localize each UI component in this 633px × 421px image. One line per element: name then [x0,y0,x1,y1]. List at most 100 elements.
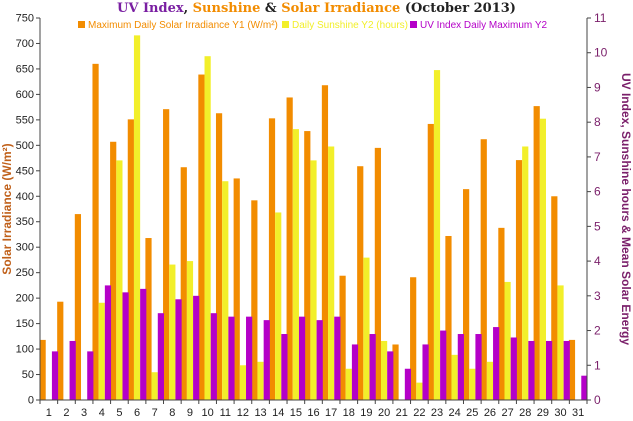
bar-uv-day-6 [140,288,147,400]
bar-uv-day-15 [298,316,306,400]
bar-uv-day-30 [563,340,570,400]
bar-sunshine-day-8 [169,264,176,400]
bar-sunshine-day-22 [416,382,423,400]
bar-sunshine-day-19 [363,257,370,400]
bar-irradiance-day-22 [410,277,417,400]
bar-irradiance-day-19 [357,166,364,400]
x-tick-label-3: 3 [81,407,87,419]
bar-sunshine-day-7 [151,372,158,400]
bar-sunshine-day-24 [451,354,458,400]
x-tick-label-25: 25 [466,407,478,419]
legend-swatch-sunshine [282,21,289,28]
bar-irradiance-day-28 [515,160,523,400]
bar-irradiance-day-14 [268,118,276,400]
bar-sunshine-day-18 [345,368,352,400]
bar-uv-day-28 [528,340,535,400]
bar-irradiance-day-10 [198,74,205,400]
bar-irradiance-day-7 [145,238,152,400]
x-tick-label-16: 16 [307,407,319,419]
x-tick-label-24: 24 [449,407,461,419]
x-tick-label-14: 14 [272,407,284,419]
bar-uv-day-23 [440,330,447,400]
x-tick-label-28: 28 [519,407,531,419]
bar-irradiance-day-25 [463,189,470,400]
bar-sunshine-day-4 [98,302,105,400]
x-tick-label-6: 6 [134,407,140,419]
x-tick-label-17: 17 [325,407,337,419]
bar-sunshine-day-17 [328,146,335,400]
title-sep2: & [260,1,282,16]
bar-irradiance-day-16 [304,131,311,400]
y2-tick-label-2: 2 [594,324,601,338]
legend-swatch-irradiance [78,21,85,28]
y1-tick-label-650: 650 [16,63,34,75]
x-tick-label-7: 7 [152,407,158,419]
y1-tick-label-50: 50 [22,369,34,381]
bar-irradiance-day-8 [163,109,170,401]
bar-sunshine-day-11 [222,181,229,400]
bar-uv-day-8 [175,299,182,400]
bar-uv-day-25 [475,334,482,400]
bar-irradiance-day-26 [480,139,487,400]
bar-sunshine-day-28 [522,146,529,400]
bar-irradiance-day-6 [127,119,134,401]
title-period: (October 2013) [400,1,516,16]
y1-tick-label-400: 400 [16,191,34,203]
x-tick-label-2: 2 [63,407,69,419]
y2-tick-label-3: 3 [594,289,601,303]
bar-irradiance-day-24 [445,235,452,400]
y2-tick-label-8: 8 [594,115,601,129]
bar-sunshine-day-12 [239,365,247,400]
bar-irradiance-day-18 [339,275,346,400]
bar-sunshine-day-26 [486,361,494,400]
bar-uv-day-26 [493,327,500,400]
bar-irradiance-day-11 [215,113,223,400]
x-tick-label-15: 15 [290,407,302,419]
x-tick-label-22: 22 [413,407,425,419]
title-sunshine: Sunshine [192,1,261,16]
bar-irradiance-day-1 [39,339,46,400]
x-tick-label-23: 23 [431,407,443,419]
bars-layer [39,35,588,401]
legend-swatch-uv [410,21,417,28]
x-tick-label-5: 5 [116,407,122,419]
bar-sunshine-day-29 [539,118,546,401]
y2-tick-label-6: 6 [594,185,601,199]
bar-uv-day-21 [404,368,412,400]
bar-uv-day-16 [316,320,323,400]
bar-uv-day-17 [334,316,341,400]
bar-uv-day-2 [69,340,76,400]
legend-layer: Maximum Daily Solar Irradiance Y1 (W/m²)… [78,20,548,31]
bar-irradiance-day-15 [286,97,293,401]
bar-uv-day-18 [351,344,359,400]
y1-axis-title: Solar Irradiance (W/m²) [0,143,14,274]
bar-sunshine-day-30 [557,285,564,400]
x-tick-label-11: 11 [220,407,231,419]
bar-irradiance-day-21 [392,344,399,400]
bar-uv-day-7 [157,313,164,400]
y1-tick-label-350: 350 [16,216,34,228]
y1-tick-label-150: 150 [16,318,34,330]
bar-irradiance-day-17 [321,85,329,400]
bar-uv-day-9 [193,295,200,400]
bar-uv-day-31 [581,375,588,400]
bar-sunshine-day-27 [504,281,511,400]
bar-sunshine-day-5 [116,160,123,400]
bar-uv-day-29 [545,340,553,400]
x-tick-label-31: 31 [572,407,584,419]
x-tick-label-4: 4 [99,407,105,419]
x-tick-label-30: 30 [554,407,566,419]
x-tick-label-29: 29 [537,407,549,419]
bar-sunshine-day-25 [469,368,476,400]
x-tick-label-13: 13 [254,407,266,419]
x-tick-label-1: 1 [46,407,52,419]
title-uv: UV Index [117,1,184,16]
bar-uv-day-13 [263,320,270,400]
bar-uv-day-24 [457,334,464,400]
y1-tick-label-300: 300 [16,242,34,254]
bar-sunshine-day-9 [186,261,194,400]
bar-uv-day-10 [210,313,217,400]
bar-irradiance-day-4 [92,63,99,401]
